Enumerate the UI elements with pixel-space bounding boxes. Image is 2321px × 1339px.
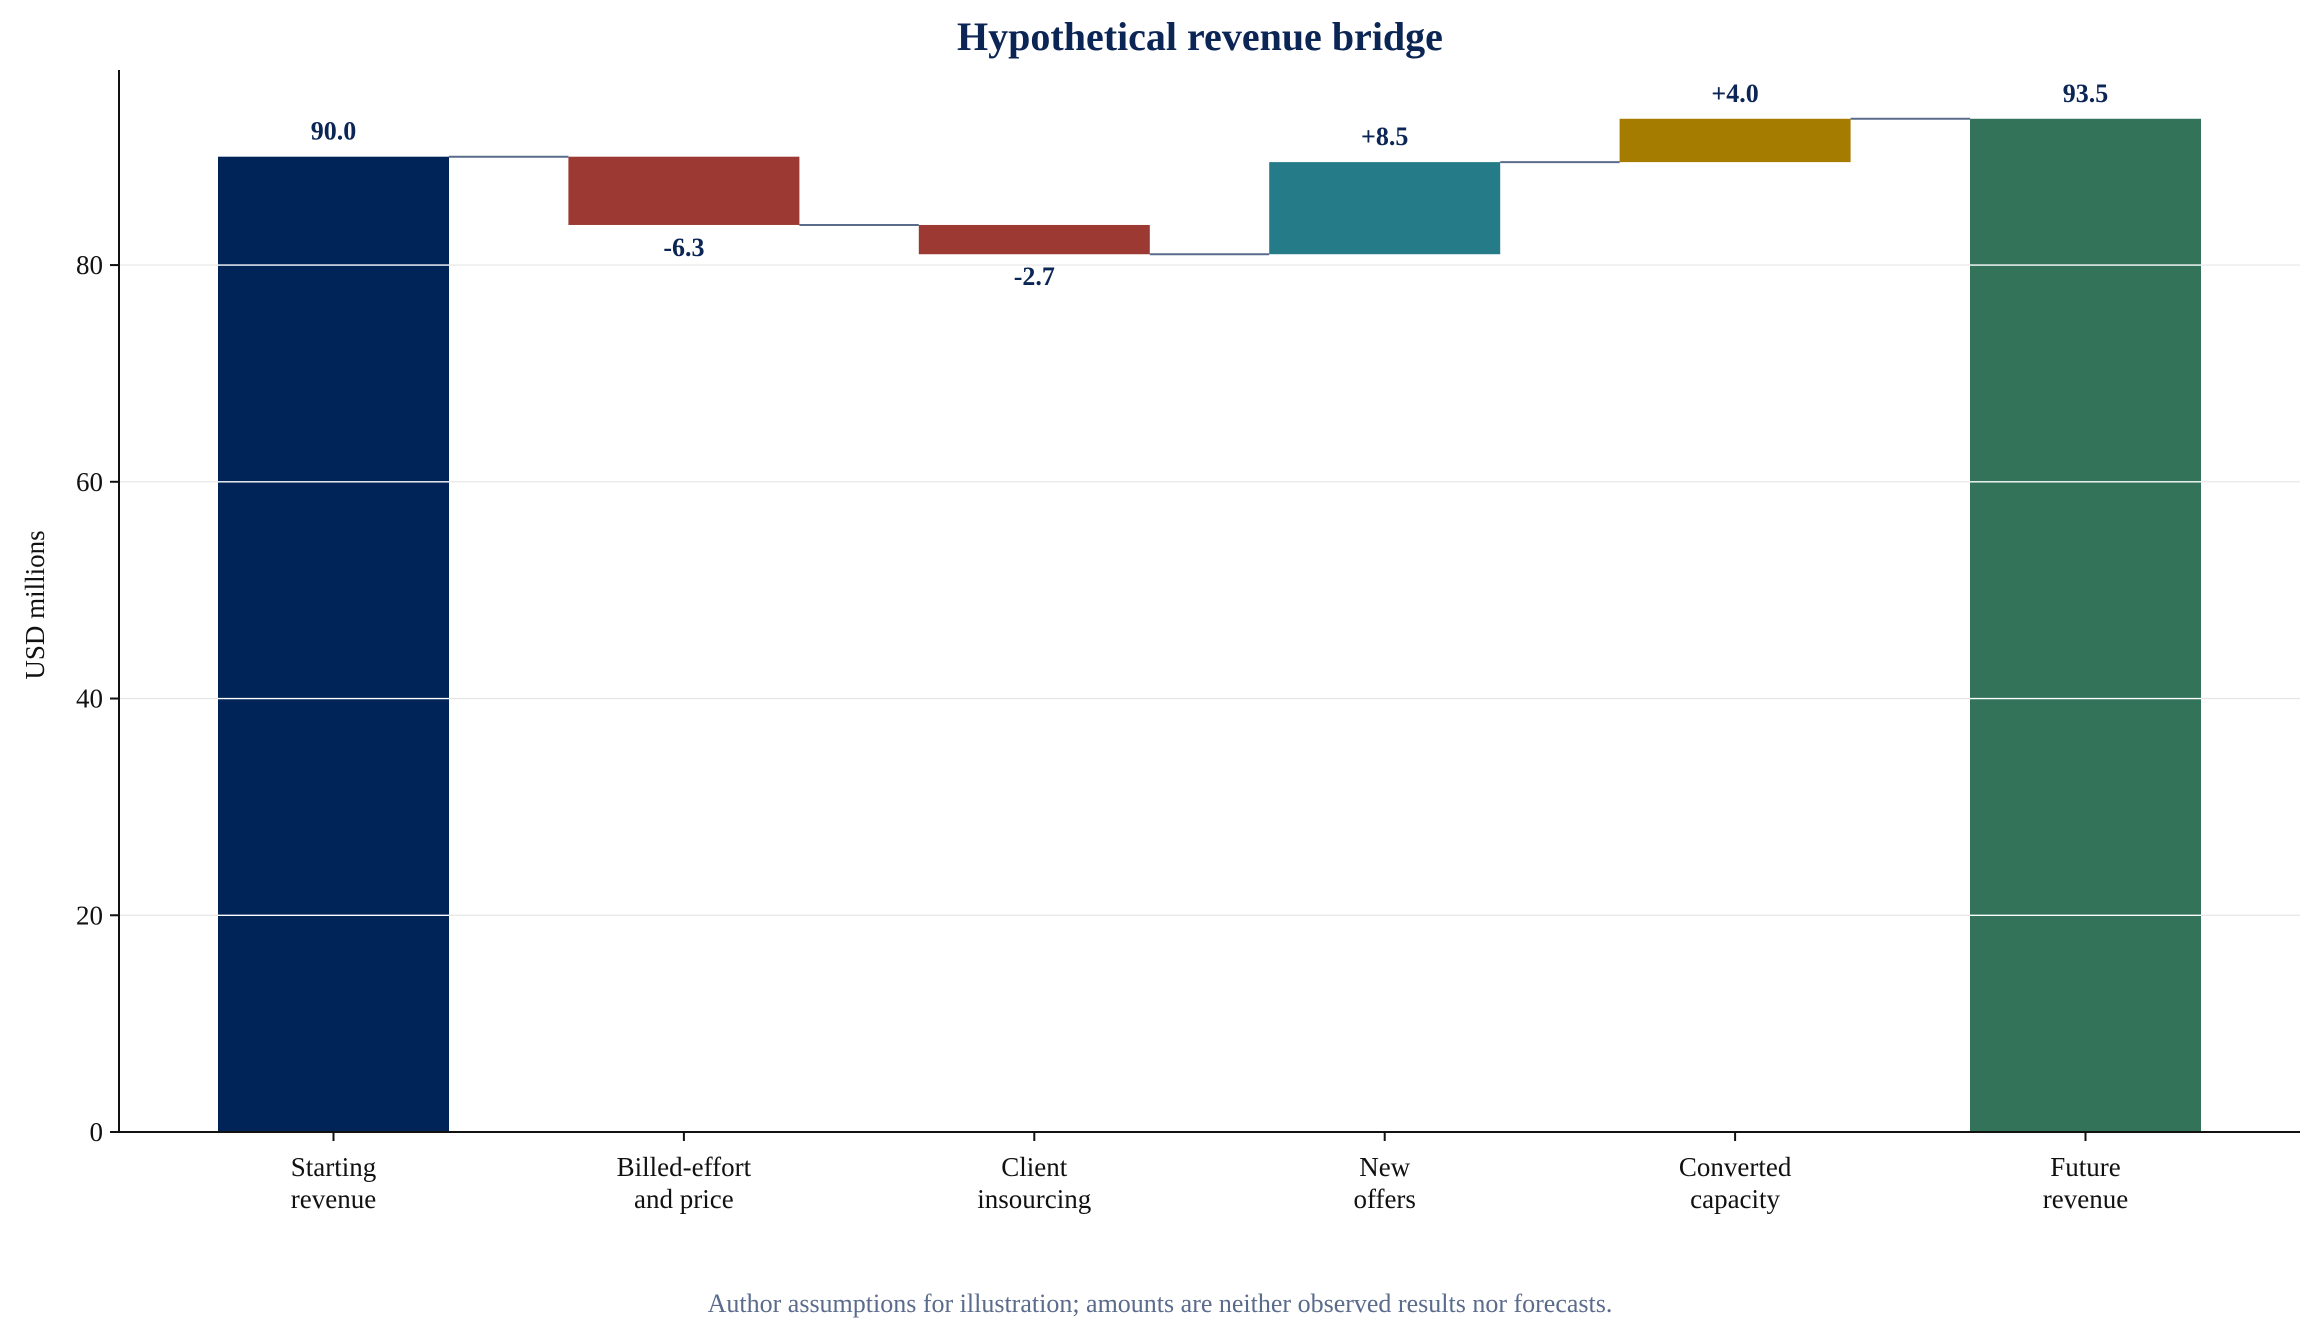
data-label: +8.5 [1361,122,1408,151]
data-labels: 90.0 -6.3 -2.7 +8.5 +4.0 93.5 [311,79,2109,291]
y-tick-label: 60 [76,467,103,497]
bar-4 [1619,118,1851,163]
y-tick-label: 80 [76,250,103,280]
bar-5 [1970,118,2201,1132]
y-tick-label: 40 [76,684,103,714]
bar-gridline-overlay [218,264,2201,916]
x-ticks: Starting revenue Billed-effort and price Cli… [291,1132,2128,1214]
gridlines [119,264,2300,916]
connector-lines [449,117,1970,256]
bar-3 [1269,162,1501,255]
data-label: -2.7 [1014,262,1055,291]
x-tick-label: Converted capacity [1679,1152,1792,1214]
x-tick-label: Client insourcing [977,1152,1091,1214]
bar-0 [218,156,449,1133]
y-ticks: 0 20 40 60 80 [76,250,119,1147]
axes [118,70,2300,1133]
x-tick-label: Billed-effort and price [617,1152,752,1214]
x-tick-label: New offers [1353,1152,1415,1214]
x-tick-label: Future revenue [2043,1152,2128,1214]
bar-1 [568,156,800,225]
footnote: Author assumptions for illustration; amo… [708,1289,1613,1318]
data-label: +4.0 [1711,79,1758,108]
data-label: 93.5 [2063,79,2109,108]
y-tick-label: 20 [76,900,103,930]
y-tick-label: 0 [90,1117,104,1147]
chart-title: Hypothetical revenue bridge [957,14,1443,59]
x-tick-label: Starting revenue [291,1152,377,1214]
bar-2 [918,224,1150,255]
data-label: -6.3 [663,233,704,262]
y-axis-label: USD millions [20,530,50,679]
data-label: 90.0 [311,117,357,146]
bars [218,118,2201,1133]
